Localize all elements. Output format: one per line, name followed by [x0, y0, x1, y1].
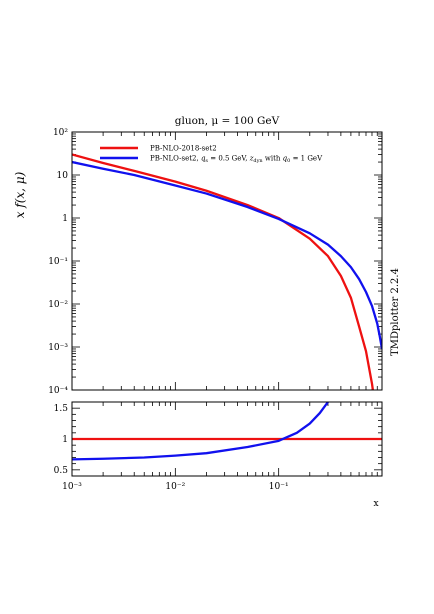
ratio-y-tick-label: 1.5: [54, 404, 69, 414]
x-axis-label: x: [373, 499, 378, 509]
y-axis-label: x f(x, μ): [13, 171, 27, 218]
chart-title: gluon, μ = 100 GeV: [175, 115, 280, 127]
y-tick-label: 10⁻³: [48, 343, 68, 353]
main-frame: [71, 131, 383, 391]
legend-label-blue: PB-NLO-set2, qs = 0.5 GeV, zdyn with q0 …: [150, 155, 323, 165]
main-panel: gluon, μ = 100 GeV 10⁻⁴10⁻³10⁻²10⁻¹11010…: [13, 115, 383, 396]
legend: PB-NLO-2018-set2 PB-NLO-set2, qs = 0.5 G…: [100, 145, 323, 165]
x-tick-label: 10⁻³: [62, 482, 82, 492]
y-tick-label: 10²: [53, 128, 68, 138]
y-tick-label: 10⁻⁴: [48, 386, 68, 396]
legend-label-red: PB-NLO-2018-set2: [150, 145, 217, 153]
y-tick-label: 10⁻¹: [48, 257, 68, 267]
ratio-y-tick-label: 1: [62, 435, 68, 445]
ratio-line-1: [72, 402, 329, 461]
y-tick-label: 10⁻²: [48, 300, 68, 310]
y-tick-label: 1: [62, 214, 68, 224]
main-y-tick-labels: 10⁻⁴ 10⁻³ 10⁻² 10⁻¹ 1 10 10²: [48, 128, 68, 396]
ratio-y-tick-labels: 0.5 1 1.5: [54, 404, 69, 476]
ratio-lines: [72, 402, 382, 461]
series-line-1: [72, 160, 382, 350]
y-tick-label: 10: [57, 171, 69, 181]
tmdplotter-label: TMDplotter 2.2.4: [390, 268, 401, 356]
x-tick-label: 10⁻²: [165, 482, 185, 492]
ratio-y-tick-label: 0.5: [54, 466, 69, 476]
ratio-frame: [71, 401, 383, 477]
main-lines: [72, 153, 382, 390]
x-tick-labels: 10⁻³ 10⁻² 10⁻¹: [62, 482, 288, 492]
ratio-panel: 0.5 1 1.5 10⁻³ 10⁻² 10⁻¹ x: [54, 401, 383, 509]
x-tick-label: 10⁻¹: [269, 482, 289, 492]
series-line-0: [72, 153, 375, 390]
